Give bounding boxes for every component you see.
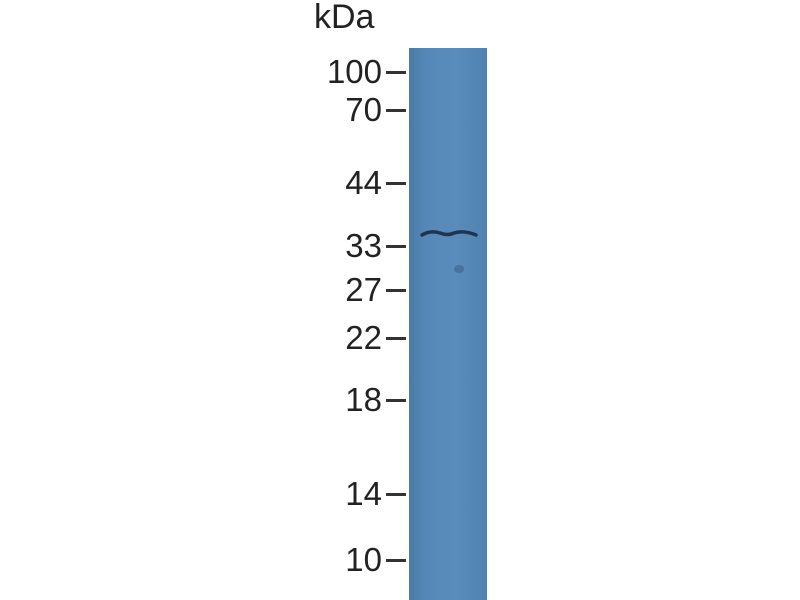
marker-tick [386,182,406,185]
marker-14: 14 [300,475,406,512]
marker-label: 27 [345,271,382,308]
marker-22: 22 [300,319,406,356]
marker-100: 100 [300,53,406,90]
marker-label: 22 [345,319,382,356]
marker-33: 33 [300,227,406,264]
unit-label: kDa [314,0,375,36]
protein-band [420,230,478,237]
marker-label: 100 [326,53,382,90]
marker-label: 14 [345,475,382,512]
marker-label: 44 [345,164,382,201]
faint-spot [454,265,464,273]
marker-44: 44 [300,164,406,201]
marker-tick [386,109,406,112]
marker-tick [386,289,406,292]
marker-27: 27 [300,271,406,308]
marker-10: 10 [300,541,406,578]
marker-tick [386,337,406,340]
marker-label: 10 [345,541,382,578]
marker-tick [386,559,406,562]
marker-18: 18 [300,381,406,418]
marker-tick [386,245,406,248]
marker-70: 70 [300,91,406,128]
marker-tick [386,399,406,402]
marker-tick [386,71,406,74]
marker-tick [386,493,406,496]
marker-label: 70 [345,91,382,128]
marker-label: 33 [345,227,382,264]
marker-label: 18 [345,381,382,418]
blot-lane [409,48,487,600]
